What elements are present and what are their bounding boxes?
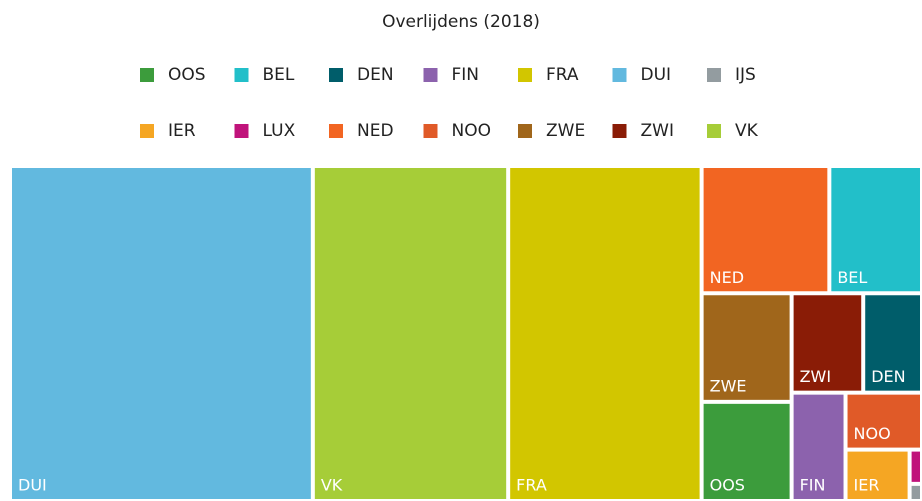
tile-label: NOO bbox=[854, 424, 891, 443]
chart-title: Overlijdens (2018) bbox=[382, 12, 540, 32]
legend-swatch bbox=[140, 68, 154, 82]
legend-label: BEL bbox=[263, 65, 295, 85]
legend-swatch bbox=[234, 68, 249, 82]
legend-swatch bbox=[140, 124, 154, 138]
tile-label: FRA bbox=[516, 476, 547, 495]
tile bbox=[12, 168, 311, 499]
tile bbox=[865, 295, 920, 391]
legend-swatch bbox=[234, 124, 249, 138]
tile bbox=[703, 403, 790, 499]
tile-label: OOS bbox=[710, 476, 745, 495]
legend-label: FRA bbox=[546, 65, 579, 85]
legend-label: ZWE bbox=[546, 121, 585, 141]
tile bbox=[510, 168, 700, 499]
tile bbox=[703, 295, 790, 400]
legend-label: VK bbox=[735, 121, 759, 141]
legend-label: NED bbox=[357, 121, 394, 141]
tile-label: DEN bbox=[871, 367, 905, 386]
legend-label: DUI bbox=[641, 65, 672, 85]
tile bbox=[793, 394, 844, 499]
legend-swatch bbox=[423, 124, 438, 138]
legend-swatch bbox=[518, 68, 532, 82]
tile-label: VK bbox=[321, 476, 343, 495]
legend-swatch bbox=[707, 68, 721, 82]
tile-label: ZWE bbox=[710, 376, 747, 395]
tile bbox=[911, 485, 920, 499]
tile bbox=[831, 168, 920, 292]
tile bbox=[703, 168, 828, 292]
tile bbox=[847, 394, 920, 448]
legend-label: NOO bbox=[452, 121, 491, 141]
legend-label: OOS bbox=[168, 65, 206, 85]
legend-label: IJS bbox=[735, 65, 756, 85]
legend-swatch bbox=[707, 124, 721, 138]
tile bbox=[793, 295, 862, 391]
legend-label: ZWI bbox=[641, 121, 674, 141]
tile bbox=[314, 168, 507, 499]
legend-label: DEN bbox=[357, 65, 394, 85]
legend-label: LUX bbox=[263, 121, 296, 141]
legend-swatch bbox=[518, 124, 532, 138]
tile-label: IER bbox=[854, 476, 880, 495]
tile-label: BEL bbox=[837, 268, 867, 287]
legend-label: IER bbox=[168, 121, 196, 141]
legend-swatch bbox=[329, 68, 343, 82]
tile-label: DUI bbox=[18, 476, 47, 495]
legend-swatch bbox=[329, 124, 343, 138]
tile-label: FIN bbox=[800, 476, 826, 495]
tile-label: NED bbox=[710, 268, 744, 287]
tile bbox=[911, 451, 920, 482]
legend-swatch bbox=[423, 68, 438, 82]
legend-swatch bbox=[612, 68, 627, 82]
legend-label: FIN bbox=[452, 65, 480, 85]
tile-label: ZWI bbox=[800, 367, 832, 386]
tile bbox=[847, 451, 908, 499]
legend-swatch bbox=[612, 124, 627, 138]
